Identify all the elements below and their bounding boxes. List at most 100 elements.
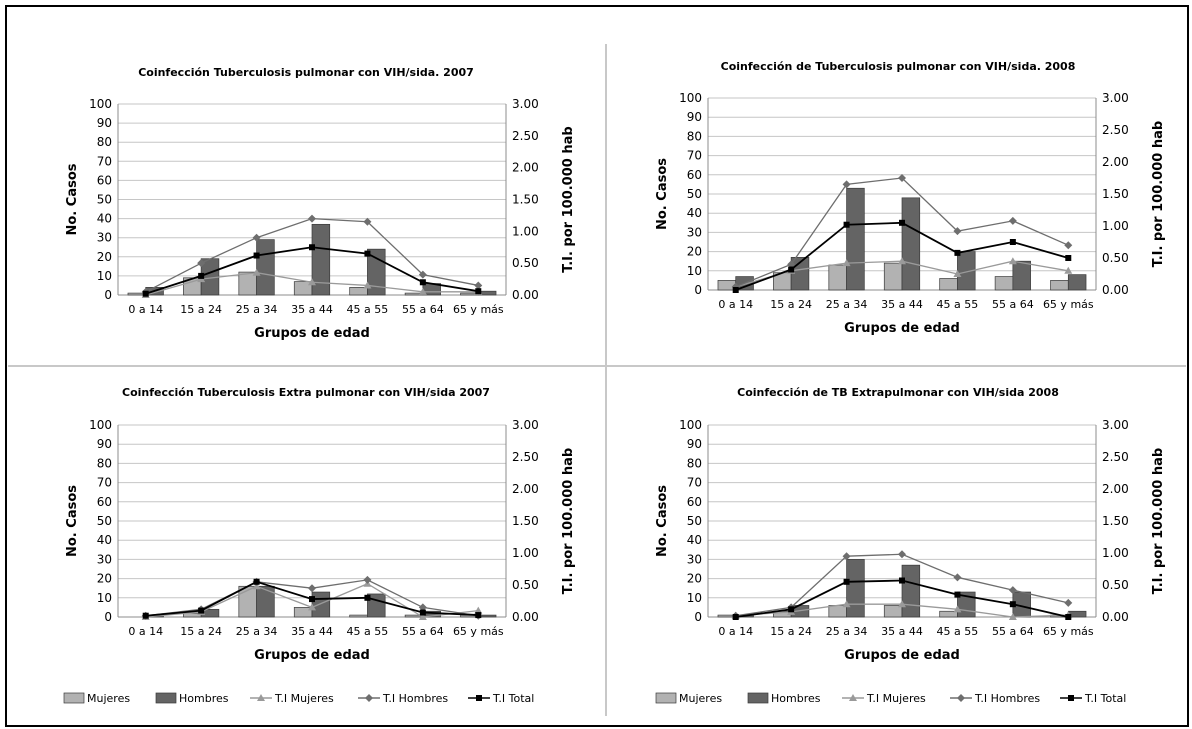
- chart-panel-4: Coinfección de TB Extrapulmonar con VIH/…: [655, 386, 1166, 705]
- point-t-i-total: [364, 594, 371, 601]
- y2-tick-label: 3.00: [1102, 91, 1129, 105]
- point-t-i-hombres: [252, 233, 261, 242]
- point-t-i-hombres: [953, 573, 962, 582]
- point-t-i-hombres: [1064, 241, 1073, 250]
- point-t-i-total: [419, 279, 426, 286]
- y-tick-label: 50: [687, 514, 702, 528]
- y2-tick-label: 2.00: [1102, 482, 1129, 496]
- chart-title: Coinfección Tuberculosis Extra pulmonar …: [122, 386, 490, 399]
- point-t-i-mujeres: [1008, 613, 1017, 620]
- point-t-i-mujeres: [474, 606, 483, 614]
- y2-tick-label: 0.00: [1102, 283, 1129, 297]
- y-tick-label: 50: [97, 193, 112, 207]
- y-tick-label: 70: [687, 476, 702, 490]
- y-tick-label: 100: [679, 418, 702, 432]
- y-tick-label: 10: [687, 264, 702, 278]
- bar-hombres: [846, 559, 865, 618]
- y2-tick-label: 1.50: [512, 514, 539, 528]
- y2-tick-label: 1.50: [1102, 514, 1129, 528]
- point-t-i-mujeres: [1064, 266, 1073, 274]
- x-tick-label: 15 a 24: [770, 298, 812, 311]
- legend-marker: [1068, 695, 1074, 701]
- y2-tick-label: 1.50: [1102, 187, 1129, 201]
- point-t-i-hombres: [363, 575, 372, 584]
- bar-mujeres: [1050, 280, 1069, 291]
- chart-title: Coinfección de TB Extrapulmonar con VIH/…: [737, 386, 1059, 399]
- y-tick-label: 10: [97, 591, 112, 605]
- point-t-i-total: [788, 606, 795, 613]
- legend-swatch: [63, 692, 85, 704]
- x-tick-label: 0 a 14: [128, 303, 163, 316]
- x-tick-label: 15 a 24: [180, 625, 222, 638]
- point-t-i-total: [732, 287, 739, 293]
- point-t-i-hombres: [197, 259, 206, 268]
- point-t-i-mujeres: [953, 270, 962, 277]
- point-t-i-mujeres: [1008, 257, 1017, 265]
- point-t-i-mujeres: [308, 603, 316, 611]
- x-tick-label: 55 a 64: [402, 625, 444, 638]
- y-tick-label: 30: [97, 231, 112, 245]
- point-t-i-total: [198, 272, 205, 279]
- point-t-i-hombres: [308, 584, 316, 593]
- point-t-i-total: [253, 578, 260, 585]
- y2-tick-label: 0.00: [512, 610, 539, 624]
- y-tick-label: 100: [679, 91, 702, 105]
- y-tick-label: 10: [97, 269, 112, 283]
- y2-tick-label: 1.00: [1102, 219, 1129, 233]
- y2-tick-label: 0.50: [1102, 578, 1129, 592]
- outer-border: [5, 5, 1189, 727]
- charts-container: Coinfección Tuberculosis pulmonar con VI…: [63, 60, 1166, 705]
- point-t-i-total: [419, 609, 426, 616]
- point-t-i-total: [732, 614, 739, 620]
- x-tick-label: 35 a 44: [291, 625, 333, 638]
- y2-axis-label: T.I. por 100.000 hab: [1151, 121, 1166, 267]
- legend-swatch: [747, 692, 769, 704]
- point-t-i-total: [899, 219, 905, 226]
- y-tick-label: 0: [694, 610, 702, 624]
- legend-marker: [257, 694, 265, 701]
- y-tick-label: 80: [97, 135, 112, 149]
- x-tick-label: 45 a 55: [937, 625, 979, 638]
- y-tick-label: 80: [687, 456, 702, 470]
- y-tick-label: 50: [687, 187, 702, 201]
- y2-tick-label: 2.50: [512, 450, 539, 464]
- legend-label: Hombres: [771, 692, 821, 705]
- point-t-i-mujeres: [842, 259, 851, 267]
- legend-label: T.I Hombres: [382, 692, 448, 705]
- point-t-i-total: [954, 249, 961, 256]
- point-t-i-mujeres: [308, 278, 316, 286]
- chart-panel-2: Coinfección de Tuberculosis pulmonar con…: [655, 60, 1166, 336]
- y2-tick-label: 2.00: [512, 161, 539, 175]
- point-t-i-hombres: [1064, 598, 1073, 607]
- point-t-i-hombres: [953, 227, 962, 236]
- y2-tick-label: 1.00: [512, 546, 539, 560]
- point-t-i-mujeres: [842, 600, 851, 608]
- y2-tick-label: 2.00: [512, 482, 539, 496]
- point-t-i-hombres: [1008, 216, 1017, 225]
- x-tick-label: 25 a 34: [826, 625, 868, 638]
- y-tick-label: 0: [104, 288, 112, 302]
- y2-axis-label: T.I. por 100.000 hab: [561, 126, 576, 272]
- bar-mujeres: [828, 264, 847, 291]
- point-t-i-hombres: [474, 281, 483, 290]
- y2-tick-label: 0.50: [512, 256, 539, 270]
- point-t-i-hombres: [363, 217, 372, 226]
- x-tick-label: 55 a 64: [402, 303, 444, 316]
- legend-label: T.I Mujeres: [274, 692, 334, 705]
- y-tick-label: 70: [687, 149, 702, 163]
- y-tick-label: 30: [97, 552, 112, 566]
- legend: Mujeres Hombres T.I Mujeres T.I Hombres T.I …: [655, 692, 1126, 705]
- point-t-i-hombres: [898, 550, 906, 559]
- y-tick-label: 30: [687, 552, 702, 566]
- x-tick-label: 25 a 34: [826, 298, 868, 311]
- y-tick-label: 100: [89, 418, 112, 432]
- y2-tick-label: 3.00: [1102, 418, 1129, 432]
- x-axis-label: Grupos de edad: [254, 326, 370, 341]
- y-tick-label: 80: [97, 456, 112, 470]
- bar-mujeres: [828, 605, 847, 618]
- bar-hombres: [311, 223, 331, 296]
- legend-label: T.I Total: [1084, 692, 1126, 705]
- point-t-i-hombres: [898, 174, 906, 182]
- y-tick-label: 70: [97, 476, 112, 490]
- point-t-i-total: [788, 266, 795, 273]
